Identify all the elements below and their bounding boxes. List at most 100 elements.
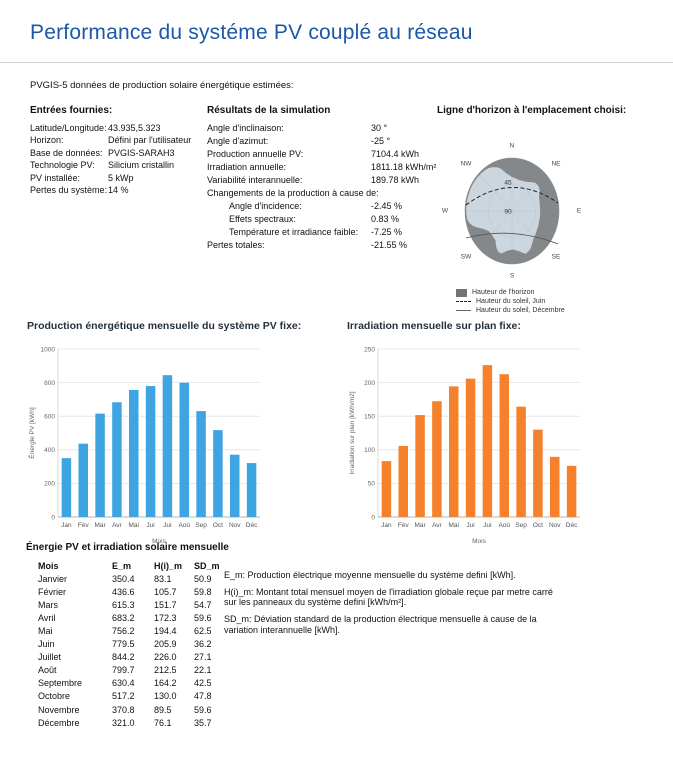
input-row: Horizon: Défini par l'utilisateur <box>30 134 202 146</box>
table-cell: 151.7 <box>154 599 177 610</box>
input-label: Technologie PV: <box>30 160 95 171</box>
table-cell: 50.9 <box>194 573 212 584</box>
table-cell: 205.9 <box>154 639 177 650</box>
table-cell: 212.5 <box>154 665 177 676</box>
bar <box>398 445 408 517</box>
june-line-icon <box>456 301 471 302</box>
table-cell: 615.3 <box>112 599 135 610</box>
table-cell: Février <box>38 586 67 597</box>
result-label: Angle d'inclinaison: <box>207 123 284 133</box>
x-tick-label: Mai <box>129 522 139 529</box>
table-cell: 105.7 <box>154 586 177 597</box>
table-row: Avril 683.2 172.3 59.6 <box>38 611 234 624</box>
x-tick-label: Aoû <box>498 522 510 529</box>
table-row: Octobre 517.2 130.0 47.8 <box>38 690 234 703</box>
bar <box>61 458 72 517</box>
table-cell: Octobre <box>38 691 71 702</box>
input-label: Base de données: <box>30 147 103 158</box>
compass-w: W <box>441 207 449 215</box>
result-value: 30 ° <box>371 123 388 133</box>
table-row: Mai 756.2 194.4 62.5 <box>38 624 234 637</box>
bar <box>566 465 577 517</box>
result-value: 0.83 % <box>371 214 400 224</box>
x-tick-label: Jui <box>466 522 474 529</box>
x-tick-label: Oct <box>213 522 223 529</box>
table-cell: 321.0 <box>112 717 135 728</box>
compass-nw: NW <box>460 160 472 168</box>
horizon-legend-row: Hauteur du soleil, Décembre <box>456 306 565 315</box>
december-line-icon <box>456 310 471 311</box>
irradiation-monthly-bar-chart: 0 50 100 150 200 250 Jan Fév Mar Avr Mai Jui Jui Aoû S… <box>349 346 580 545</box>
table-cell: 59.8 <box>194 586 212 597</box>
table-cell: 226.0 <box>154 652 177 663</box>
result-label: Variabilité interannuelle: <box>207 175 303 185</box>
x-tick-label: Avr <box>432 522 442 529</box>
y-tick-label: 400 <box>44 447 55 454</box>
table-cell: 54.7 <box>194 599 212 610</box>
input-label: PV installée: <box>30 172 81 183</box>
x-axis-label: Mois <box>472 538 486 545</box>
intro-text: PVGIS-5 données de production solaire én… <box>30 80 294 91</box>
result-row: Production annuelle PV: 7104.4 kWh <box>207 148 435 161</box>
inputs-section-title: Entrées fournies: <box>30 105 113 116</box>
provided-inputs-section: Entrées fournies: Latitude/Longitude: 43.… <box>30 105 202 196</box>
y-tick-label: 800 <box>44 380 55 387</box>
bar <box>432 401 442 517</box>
horizon-swatch-icon <box>456 288 467 297</box>
x-tick-label: Jan <box>381 522 392 529</box>
table-row: Septembre 630.4 164.2 42.5 <box>38 677 234 690</box>
result-value: -25 ° <box>371 136 391 146</box>
bar <box>550 456 560 517</box>
results-section-title: Résultats de la simulation <box>207 105 331 116</box>
x-tick-label: Jui <box>483 522 491 529</box>
x-tick-label: Mar <box>94 522 106 529</box>
table-cell: 27.1 <box>194 652 212 663</box>
bar <box>533 429 543 517</box>
compass-sw: SW <box>460 253 472 261</box>
bar <box>112 402 122 517</box>
map-banner: Performance du systéme PV couplé au rése… <box>0 0 673 63</box>
x-tick-label: Jui <box>146 522 154 529</box>
table-cell: 22.1 <box>194 665 212 676</box>
sun-path-june <box>465 187 559 206</box>
table-row: Mars 615.3 151.7 54.7 <box>38 598 234 611</box>
table-cell: 799.7 <box>112 665 135 676</box>
result-label: Pertes totales: <box>207 240 265 250</box>
table-row: Février 436.6 105.7 59.8 <box>38 585 234 598</box>
x-tick-label: Déc <box>246 522 258 529</box>
table-cell: 130.0 <box>154 691 177 702</box>
y-tick-label: 200 <box>364 380 375 387</box>
horizon-legend-row: Hauteur du soleil, Juin <box>456 297 565 306</box>
x-tick-label: Jan <box>61 522 72 529</box>
input-row: Base de données: PVGIS-SARAH3 <box>30 147 202 159</box>
table-cell: Avril <box>38 612 56 623</box>
table-header-cell: SD_m <box>194 560 220 571</box>
table-cell: 83.1 <box>154 573 172 584</box>
result-label: Irradiation annuelle: <box>207 162 287 172</box>
result-value: -2.45 % <box>371 201 403 211</box>
result-row: Angle d'incidence: -2.45 % <box>207 200 435 213</box>
result-label: Changements de la production à cause de: <box>207 188 379 198</box>
table-cell: 59.6 <box>194 704 212 715</box>
input-value: 5 kWp <box>108 172 134 183</box>
compass-e: E <box>576 207 582 215</box>
table-cell: Novembre <box>38 704 80 715</box>
table-cell: Mai <box>38 626 53 637</box>
x-tick-label: Mar <box>414 522 426 529</box>
bar <box>415 415 425 517</box>
compass-se: SE <box>551 253 561 261</box>
horizon-legend: Hauteur de l'horizon Hauteur du soleil, J… <box>456 288 565 315</box>
input-row: Technologie PV: Silicium cristallin <box>30 159 202 171</box>
bar <box>162 375 173 517</box>
bar <box>516 406 526 517</box>
table-cell: 59.6 <box>194 612 212 623</box>
table-header-cell: E_m <box>112 560 132 571</box>
bar <box>465 378 476 517</box>
pv-chart-title: Production énergétique mensuelle du syst… <box>27 320 302 332</box>
x-tick-label: Nov <box>549 522 561 529</box>
input-value: PVGIS-SARAH3 <box>108 147 175 158</box>
table-cell: 194.4 <box>154 626 177 637</box>
x-tick-label: Sep <box>195 522 207 529</box>
x-tick-label: Avr <box>112 522 122 529</box>
input-label: Latitude/Longitude: <box>30 123 107 133</box>
